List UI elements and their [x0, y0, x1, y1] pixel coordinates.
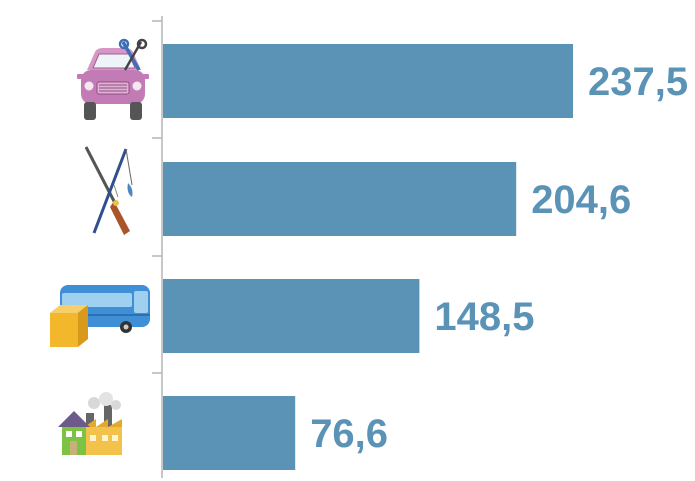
value-labels-group: 237,5 204,6 148,5 76,6	[310, 60, 688, 456]
value-label: 204,6	[531, 178, 631, 222]
house-factory-icon	[58, 392, 122, 455]
value-label: 148,5	[434, 295, 534, 339]
bus-cargo-icon	[50, 285, 150, 347]
value-label: 76,6	[310, 412, 388, 456]
bar-car-repair	[163, 44, 573, 118]
bars-group	[163, 44, 573, 470]
car-repair-icon	[77, 40, 149, 120]
value-label: 237,5	[588, 60, 688, 104]
hunting-fishing-icon	[86, 147, 133, 235]
bar-house-factory	[163, 396, 295, 470]
bar-hunting-fishing	[163, 162, 516, 236]
bar-bus-cargo	[163, 279, 419, 353]
